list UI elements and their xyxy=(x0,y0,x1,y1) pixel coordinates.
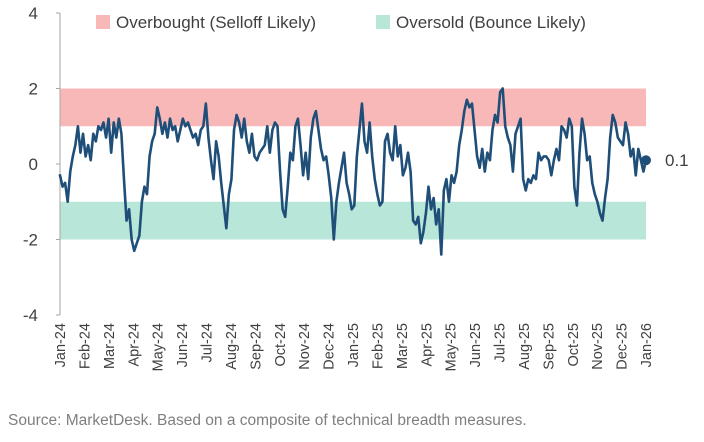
source-note: Source: MarketDesk. Based on a composite… xyxy=(8,412,527,429)
x-tick-label: Feb-24 xyxy=(77,323,93,369)
x-tick-label: Feb-25 xyxy=(370,323,386,369)
legend: Overbought (Selloff Likely) Oversold (Bou… xyxy=(96,13,586,32)
y-tick-label: 4 xyxy=(29,4,38,23)
legend-swatch-overbought xyxy=(96,15,110,29)
band-overbought xyxy=(60,88,646,127)
axis-layer xyxy=(56,12,61,316)
last-value-point xyxy=(641,155,651,166)
y-tick-label: 2 xyxy=(29,80,38,99)
x-tick-label: Apr-24 xyxy=(126,323,142,367)
x-tick-label: Aug-24 xyxy=(224,323,240,370)
x-tick-label: Dec-24 xyxy=(322,323,338,370)
series-line xyxy=(58,87,648,256)
x-tick-label: Jul-24 xyxy=(200,323,216,363)
x-tick-label: Oct-24 xyxy=(273,323,289,367)
x-tick-label: Jan-26 xyxy=(639,323,655,367)
x-tick-label: Jul-25 xyxy=(493,323,509,363)
x-tick-label: Sep-25 xyxy=(541,323,557,370)
x-tick-label: Oct-25 xyxy=(566,323,582,367)
x-tick-label: Nov-24 xyxy=(297,323,313,370)
last-value-label: 0.1 xyxy=(665,151,689,170)
y-tick-label: -4 xyxy=(23,306,38,325)
x-tick-label: Jun-25 xyxy=(468,323,484,367)
chart-canvas: 4 2 0 -2 -4 Jan-24 Feb-24 Mar-24 Apr-24 May-24 Ju… xyxy=(23,4,689,371)
x-tick-label: May-24 xyxy=(151,323,167,371)
y-tick-labels: 4 2 0 -2 -4 xyxy=(23,4,38,325)
x-tick-label: Jun-24 xyxy=(175,323,191,367)
x-tick-label: Dec-25 xyxy=(615,323,631,370)
y-tick-label: 0 xyxy=(29,155,38,174)
legend-swatch-oversold xyxy=(376,15,390,29)
x-tick-label: Mar-24 xyxy=(102,323,118,369)
series-layer: 0.1 xyxy=(58,87,689,256)
x-tick-label: Nov-25 xyxy=(590,323,606,370)
y-tick-label: -2 xyxy=(23,231,38,250)
x-tick-label: Sep-24 xyxy=(248,323,264,370)
x-tick-label: Jan-25 xyxy=(346,323,362,367)
x-tick-labels: Jan-24 Feb-24 Mar-24 Apr-24 May-24 Jun-24 Jul-… xyxy=(53,323,655,371)
x-tick-label: Mar-25 xyxy=(395,323,411,369)
x-tick-label: May-25 xyxy=(444,323,460,371)
legend-label-oversold: Oversold (Bounce Likely) xyxy=(396,13,586,32)
x-tick-label: Jan-24 xyxy=(53,323,69,367)
legend-label-overbought: Overbought (Selloff Likely) xyxy=(116,13,316,32)
x-tick-label: Apr-25 xyxy=(419,323,435,367)
x-tick-label: Aug-25 xyxy=(517,323,533,370)
